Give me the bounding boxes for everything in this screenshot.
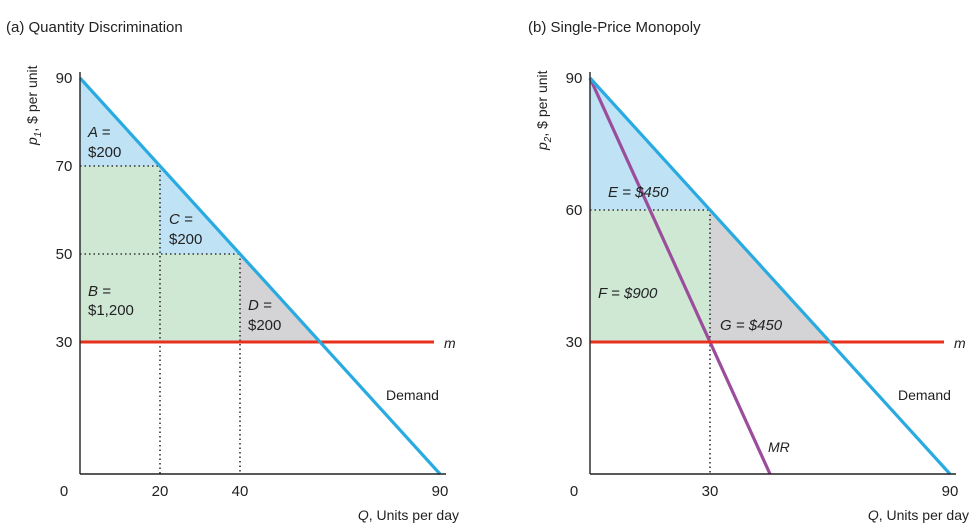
panel-a-curves [78, 76, 442, 476]
panel-b-axes: 30 90 30 60 90 [566, 70, 959, 500]
x-tick-label-30: 30 [702, 483, 719, 500]
region-g-label: G = $450 [720, 317, 783, 334]
panel-a-y-axis-label: p1, $ per unit [24, 65, 44, 146]
panel-a-guide-lines [80, 165, 241, 474]
panel-b-title: (b) Single-Price Monopoly [528, 19, 701, 36]
y-tick-label-50: 50 [56, 246, 73, 263]
region-e-label: E = $450 [608, 184, 669, 201]
panel-b-single-price-monopoly: 30 90 30 60 90 (b) Single-Price Monopoly p2,… [528, 19, 969, 523]
panel-a-labels: (a) Quantity Discrimination p1, $ per un… [6, 19, 459, 523]
demand-curve [588, 76, 952, 476]
region-d-label-line1: D = [248, 297, 272, 314]
panel-a-origin-label: 0 [60, 483, 68, 500]
demand-curve [78, 76, 442, 476]
region-d-label-line2: $200 [248, 317, 281, 334]
region-b-label-line1: B = [88, 283, 111, 300]
x-tick-label-90: 90 [432, 483, 449, 500]
x-tick-label-90: 90 [942, 483, 959, 500]
panel-b-x-axis-label: Q, Units per day [868, 507, 969, 523]
region-f-label: F = $900 [598, 285, 658, 302]
region-b-label-line2: $1,200 [88, 302, 134, 319]
panel-b-origin-label: 0 [570, 483, 578, 500]
region-f-area [590, 210, 710, 342]
y-tick-label-30: 30 [56, 334, 73, 351]
panel-b-mc-label: m [954, 335, 966, 351]
region-c-label-line2: $200 [169, 231, 202, 248]
region-a-label-line1: A = [87, 124, 111, 141]
panel-b-demand-label: Demand [898, 387, 951, 403]
region-a-label-line2: $200 [88, 144, 121, 161]
mr-curve [588, 77, 772, 475]
panel-a-quantity-discrimination: 20 40 90 30 50 70 90 (a) Quantity Discriminati… [6, 19, 459, 523]
x-tick-label-40: 40 [232, 483, 249, 500]
x-tick-label-20: 20 [152, 483, 169, 500]
panel-b-labels: (b) Single-Price Monopoly p2, $ per unit… [528, 19, 969, 523]
region-c-label-line1: C = [169, 211, 193, 228]
y-tick-label-60: 60 [566, 202, 583, 219]
panel-b-mr-label: MR [768, 439, 790, 455]
panel-a-axes: 20 40 90 30 50 70 90 [56, 70, 449, 500]
panel-a-mc-label: m [444, 335, 456, 351]
y-tick-label-90: 90 [56, 70, 73, 87]
panel-a-demand-label: Demand [386, 387, 439, 403]
panel-b-y-axis-label: p2, $ per unit [534, 70, 554, 151]
y-tick-label-90: 90 [566, 70, 583, 87]
panel-b-curves [588, 76, 952, 476]
y-tick-label-70: 70 [56, 158, 73, 175]
region-b-area [80, 166, 240, 342]
y-tick-label-30: 30 [566, 334, 583, 351]
panel-a-x-axis-label: Q, Units per day [358, 507, 459, 523]
panel-a-title: (a) Quantity Discrimination [6, 19, 183, 36]
